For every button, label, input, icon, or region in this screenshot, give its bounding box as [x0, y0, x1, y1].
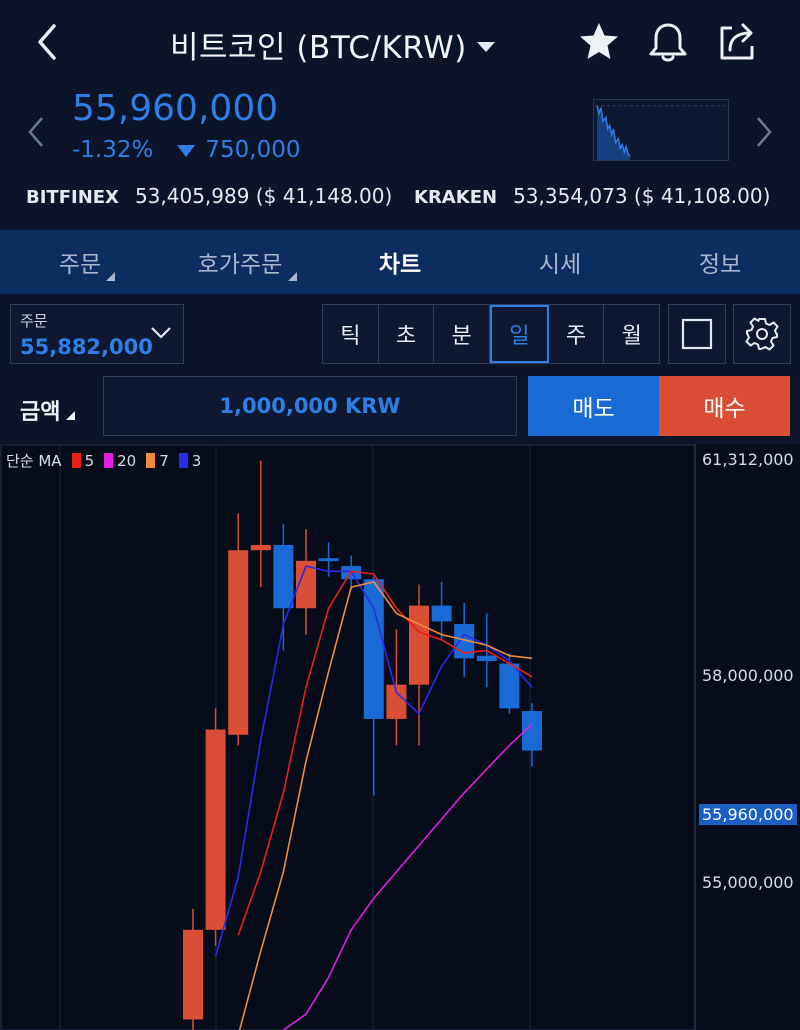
candle-body — [522, 711, 542, 751]
candle-body — [318, 558, 339, 562]
ma-period-label: 20 — [117, 451, 137, 470]
order-price-label: 주문 — [20, 312, 48, 330]
candle-body — [476, 655, 497, 661]
candle-body — [363, 579, 384, 719]
period-month-button[interactable]: 월 — [621, 324, 642, 349]
prev-coin-chevron-icon[interactable] — [24, 112, 48, 152]
ma20-line — [282, 723, 533, 1030]
period-minute-button[interactable]: 분 — [434, 305, 491, 363]
gear-icon — [745, 317, 779, 351]
change-percent: -1.32% — [72, 137, 154, 163]
order-price-value: 55,882,000 — [20, 335, 153, 359]
back-chevron-icon[interactable] — [28, 18, 68, 66]
candle-body — [296, 560, 316, 609]
ma5-swatch — [71, 453, 81, 468]
caret-down-icon — [476, 41, 495, 52]
corner-triangle-icon — [106, 272, 115, 281]
page-title: 비트코인 (BTC/KRW) — [170, 30, 467, 66]
ma-period-label: 7 — [159, 451, 169, 470]
candle-body — [273, 544, 294, 609]
candle-body — [205, 729, 226, 930]
ma-period-label: 3 — [191, 451, 202, 470]
period-tick-button[interactable]: 틱 — [323, 305, 379, 363]
tab-market-price[interactable]: 시세 — [480, 230, 640, 294]
candle-body — [183, 929, 203, 1020]
candle-body — [499, 663, 520, 709]
ma20-swatch — [104, 453, 114, 468]
buy-button[interactable]: 매수 — [659, 376, 790, 436]
ma3-line — [214, 565, 533, 957]
coin-selector[interactable]: 비트코인 (BTC/KRW) — [170, 22, 495, 67]
ma7-swatch — [146, 453, 156, 468]
star-icon[interactable] — [577, 20, 621, 64]
main-tabs: 주문 호가주문 차트 시세 정보 — [0, 230, 800, 294]
mini-chart-thumbnail[interactable] — [593, 99, 729, 161]
candle-body — [431, 605, 452, 622]
corner-triangle-icon — [288, 272, 297, 281]
candle-body — [386, 684, 407, 719]
exchange-value: 53,354,073 ($ 41,108.00) — [513, 184, 771, 208]
order-price-selector[interactable]: 주문 55,882,000 — [10, 304, 184, 364]
plot-frame — [0, 444, 696, 1030]
tab-chart[interactable]: 차트 — [320, 230, 480, 294]
candle-body — [409, 605, 429, 685]
chevron-down-icon — [151, 327, 171, 339]
y-axis-label: 55,000,000 — [702, 873, 794, 892]
exchange-name: BITFINEX — [26, 187, 119, 208]
current-price-marker: 55,960,000 — [699, 804, 797, 825]
tab-label: 주문 — [58, 252, 102, 278]
y-axis-label: 61,312,000 — [702, 450, 794, 469]
tab-orderbook-order[interactable]: 호가주문 — [160, 230, 320, 294]
period-second-button[interactable]: 초 — [379, 305, 435, 363]
tab-order[interactable]: 주문 — [0, 230, 160, 294]
current-price: 55,960,000 — [72, 88, 279, 129]
exchange-name: KRAKEN — [414, 187, 498, 208]
ma-legend: 단순 MA 5 20 7 3 — [6, 450, 201, 471]
tab-info[interactable]: 정보 — [640, 230, 800, 294]
down-triangle-icon — [177, 144, 196, 157]
y-axis-label: 58,000,000 — [702, 666, 794, 685]
period-day-button[interactable]: 일 — [490, 305, 549, 363]
change-amount: 750,000 — [205, 137, 301, 163]
ma5-line — [237, 570, 533, 936]
ma-legend-prefix: 단순 MA — [6, 452, 62, 470]
amount-type-selector[interactable]: 금액 — [20, 394, 76, 426]
tab-label: 정보 — [698, 252, 742, 278]
tab-label: 차트 — [378, 252, 422, 278]
chart-period-selector: 틱 초 분 일 주 월 — [322, 304, 660, 364]
exchange-price-bitfinex: BITFINEX 53,405,989 ($ 41,148.00) — [26, 184, 392, 208]
amount-input[interactable]: 1,000,000 KRW — [103, 376, 517, 436]
bell-icon[interactable] — [646, 20, 690, 64]
period-week-button[interactable]: 주 — [549, 305, 605, 363]
tab-label: 시세 — [538, 252, 582, 278]
candlestick-chart[interactable] — [0, 444, 800, 1030]
fullscreen-button[interactable] — [668, 304, 726, 364]
tab-label: 호가주문 — [197, 252, 283, 278]
chart-settings-button[interactable] — [733, 304, 791, 364]
exchange-value: 53,405,989 ($ 41,148.00) — [134, 184, 393, 208]
exchange-price-kraken: KRAKEN 53,354,073 ($ 41,108.00) — [414, 184, 770, 208]
amount-label: 금액 — [20, 400, 61, 425]
price-change: -1.32% 750,000 — [72, 137, 301, 163]
candle-body — [228, 550, 249, 735]
candle-body — [250, 544, 271, 551]
app-header: 비트코인 (BTC/KRW) — [0, 0, 800, 86]
share-icon[interactable] — [716, 20, 760, 64]
corner-triangle-icon — [66, 410, 76, 420]
ma-period-label: 5 — [84, 451, 95, 470]
next-coin-chevron-icon[interactable] — [752, 112, 776, 152]
sell-button[interactable]: 매도 — [528, 376, 659, 436]
ma7-line — [238, 580, 533, 1030]
square-icon — [681, 318, 713, 350]
ma3-swatch — [178, 453, 188, 468]
change-amount-wrap: 750,000 — [177, 137, 301, 163]
chart-canvas[interactable] — [0, 444, 800, 1030]
